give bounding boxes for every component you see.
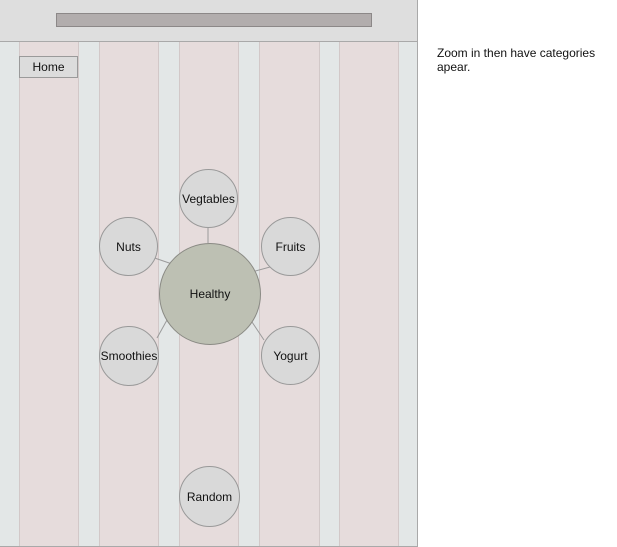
- layout-column-5: [339, 42, 399, 546]
- category-node-smoothies[interactable]: Smoothies: [99, 326, 159, 386]
- wireframe-screen: Home Healthy Vegtables Nuts Fruits Smoot…: [0, 0, 418, 547]
- browser-header: [0, 0, 417, 42]
- category-node-yogurt[interactable]: Yogurt: [261, 326, 320, 385]
- annotation-note: Zoom in then have categories apear.: [437, 46, 596, 74]
- layout-column-1: [19, 42, 79, 546]
- category-node-random[interactable]: Random: [179, 466, 240, 527]
- category-node-vegtables[interactable]: Vegtables: [179, 169, 238, 228]
- connector-yogurt: [251, 321, 265, 341]
- layout-column-4: [259, 42, 320, 546]
- home-button[interactable]: Home: [19, 56, 78, 78]
- layout-column-2: [99, 42, 159, 546]
- center-node-healthy[interactable]: Healthy: [159, 243, 261, 345]
- connector-smoothies: [156, 319, 168, 339]
- category-node-fruits[interactable]: Fruits: [261, 217, 320, 276]
- category-node-nuts[interactable]: Nuts: [99, 217, 158, 276]
- address-bar[interactable]: [56, 13, 372, 27]
